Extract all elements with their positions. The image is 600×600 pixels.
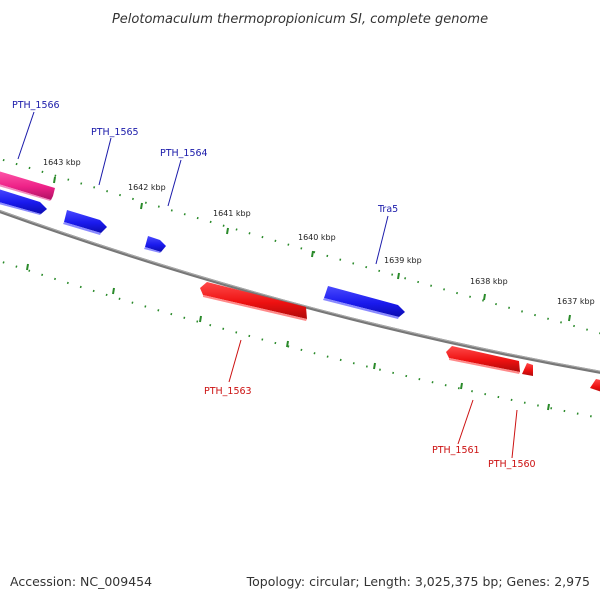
- gene-PTH_1560[interactable]: [522, 363, 533, 376]
- tick-label: 1637 kbp: [557, 297, 595, 306]
- gene-PTH_1561[interactable]: [446, 346, 520, 374]
- gene-label-PTH_1563[interactable]: PTH_1563: [204, 386, 252, 397]
- gene-PTH_1566-blue[interactable]: [0, 188, 47, 215]
- outer-tick-ring: [0, 157, 600, 335]
- gene-PTH_1564[interactable]: [144, 236, 166, 253]
- gene-label-PTH_1565[interactable]: PTH_1565: [91, 127, 139, 138]
- gene-label-PTH_1561[interactable]: PTH_1561: [432, 445, 480, 456]
- gene-label-PTH_1560[interactable]: PTH_1560: [488, 459, 536, 470]
- gene-PTH_1565[interactable]: [63, 210, 107, 235]
- label-leaders: [17, 111, 518, 459]
- outer-major-ticks: [53, 176, 571, 322]
- gene-label-Tra5[interactable]: Tra5: [377, 204, 398, 215]
- inner-major-ticks: [26, 263, 550, 411]
- tick-label: 1640 kbp: [298, 233, 336, 242]
- tick-label: 1641 kbp: [213, 209, 251, 218]
- inner-tick-ring: [0, 260, 600, 420]
- gene-label-PTH_1564[interactable]: PTH_1564: [160, 148, 208, 159]
- tick-labels: 1643 kbp 1642 kbp 1641 kbp 1640 kbp 1639…: [43, 158, 595, 306]
- gene-edge-fragment[interactable]: [590, 379, 600, 393]
- genome-backbone-highlight: [0, 210, 600, 372]
- gene-labels: PTH_1566 PTH_1565 PTH_1564 Tra5 PTH_1563…: [12, 100, 536, 470]
- gene-PTH_1566[interactable]: [0, 170, 55, 201]
- genome-summary-text: Topology: circular; Length: 3,025,375 bp…: [246, 574, 590, 589]
- tick-label: 1642 kbp: [128, 183, 166, 192]
- gene-label-PTH_1566[interactable]: PTH_1566: [12, 100, 60, 111]
- tick-label: 1639 kbp: [384, 256, 422, 265]
- tick-label: 1638 kbp: [470, 277, 508, 286]
- gene-Tra5[interactable]: [323, 286, 405, 319]
- tick-label: 1643 kbp: [43, 158, 81, 167]
- map-title: Pelotomaculum thermopropionicum SI, comp…: [112, 12, 488, 27]
- accession-text: Accession: NC_009454: [10, 574, 152, 589]
- gene-PTH_1563[interactable]: [200, 282, 307, 321]
